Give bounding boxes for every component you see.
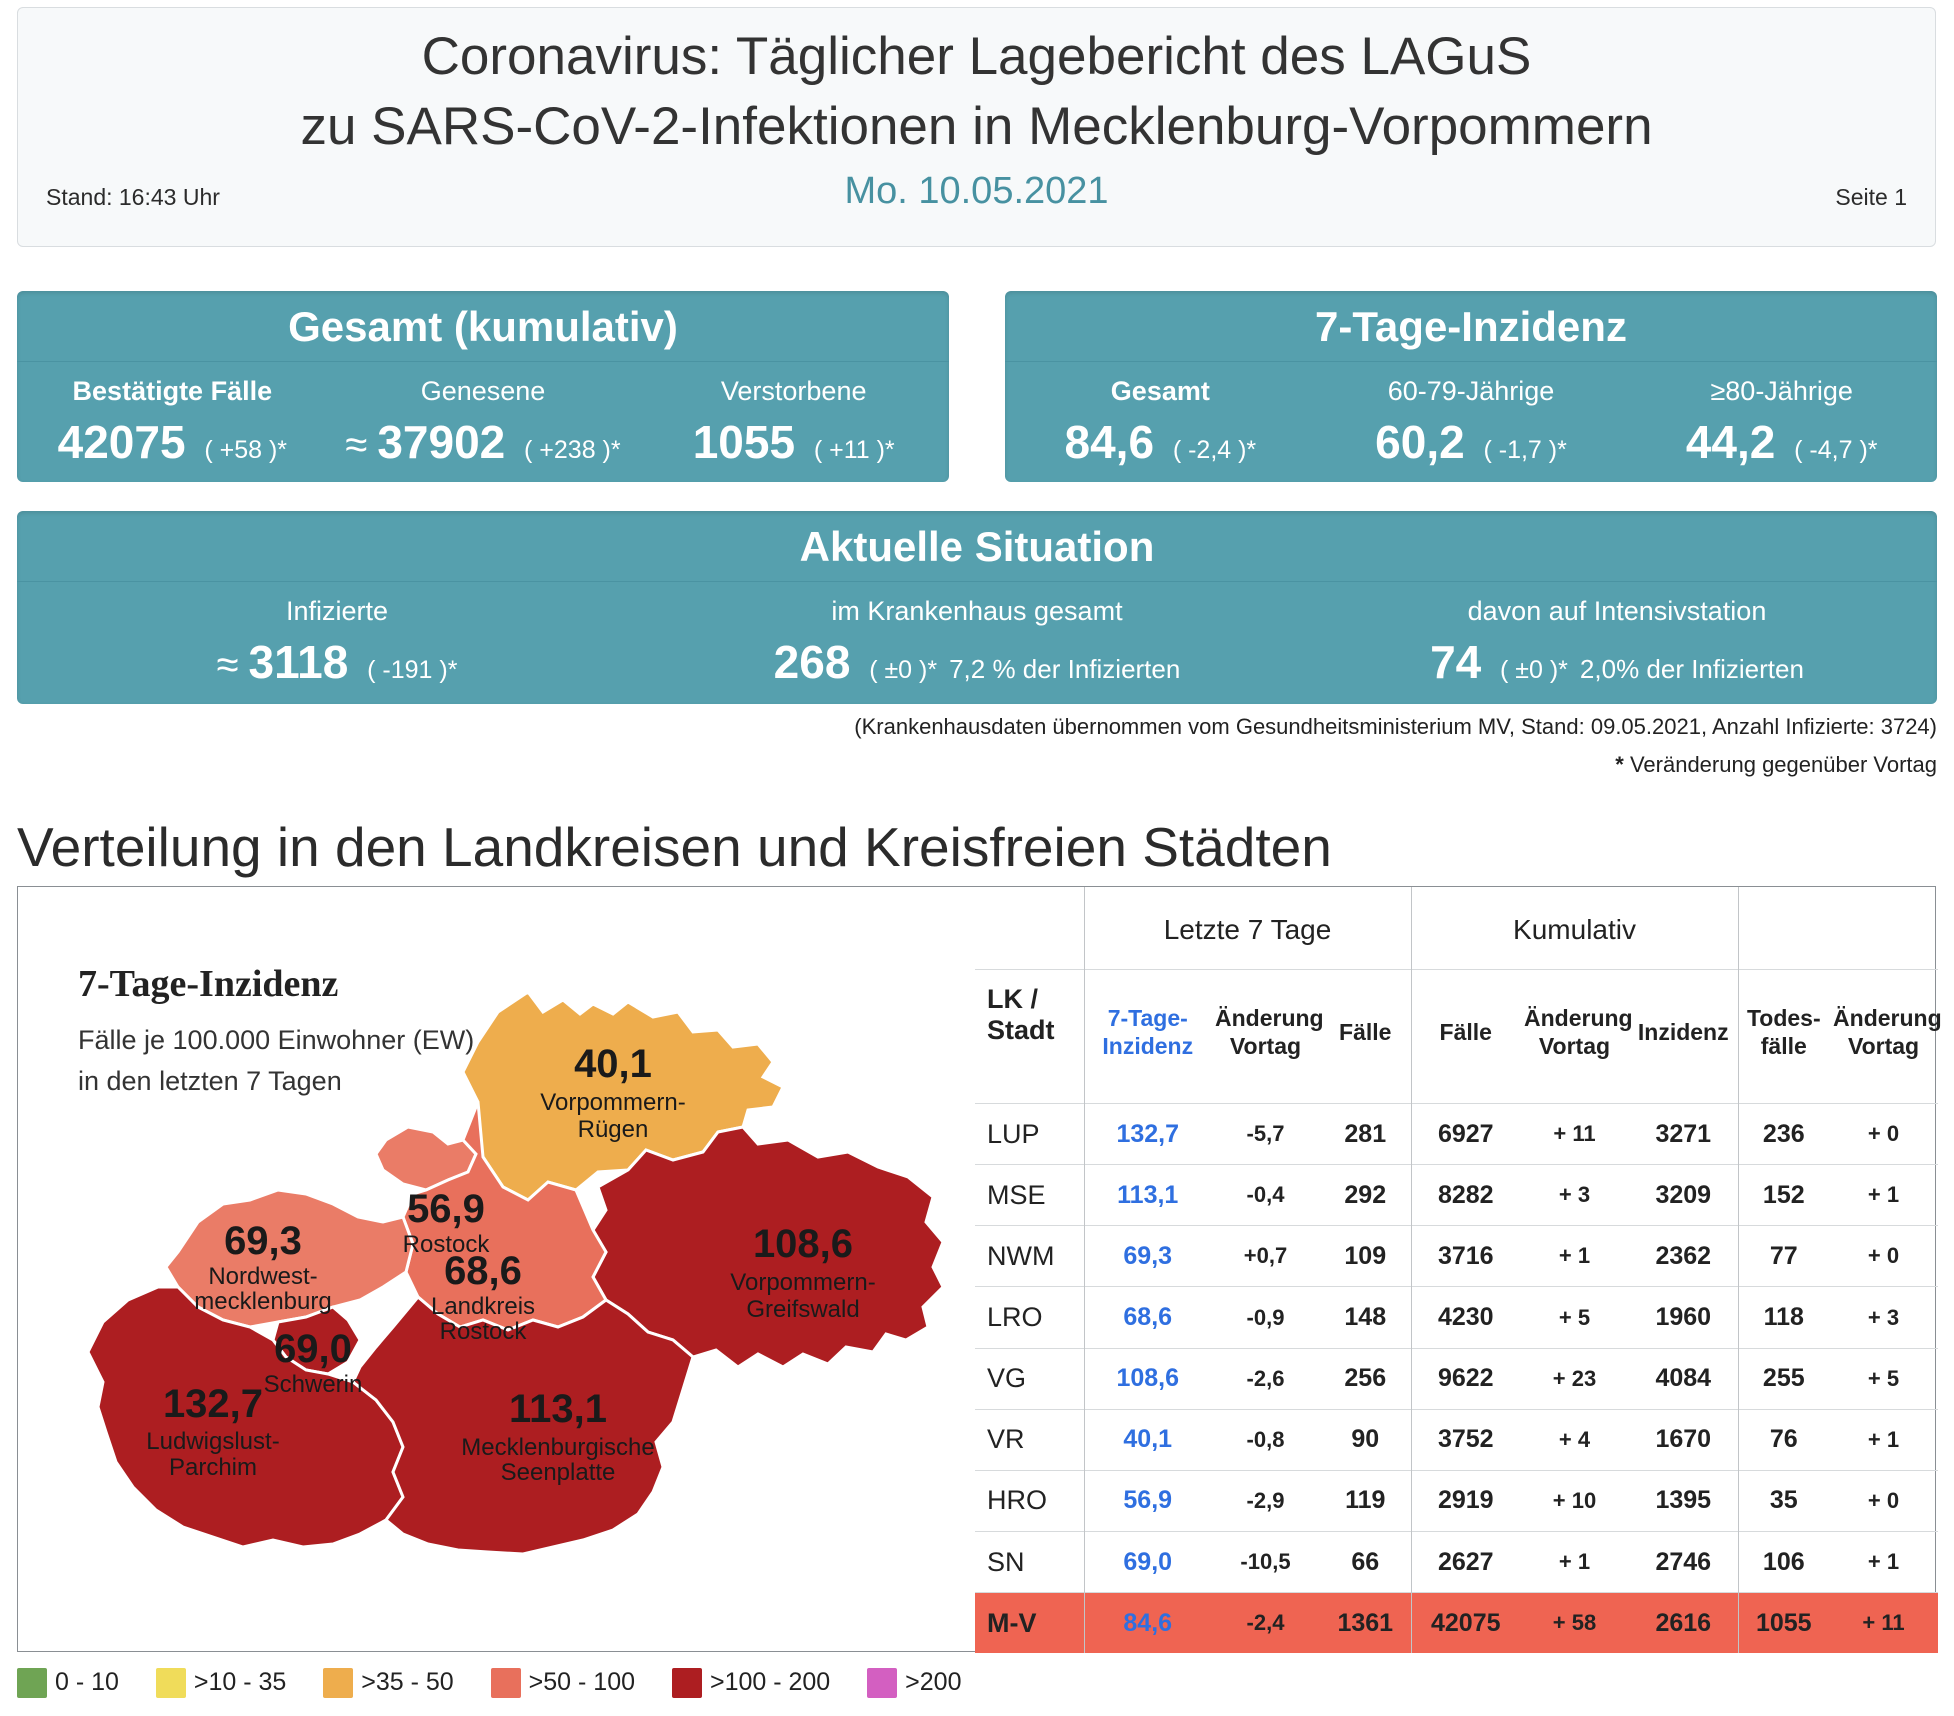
- svg-text:Parchim: Parchim: [169, 1454, 257, 1481]
- svg-text:Ludwigslust-: Ludwigslust-: [146, 1428, 279, 1455]
- svg-text:Vorpommern-: Vorpommern-: [730, 1269, 875, 1296]
- svg-text:40,1: 40,1: [574, 1042, 652, 1086]
- svg-text:132,7: 132,7: [163, 1382, 263, 1426]
- svg-text:108,6: 108,6: [753, 1222, 853, 1266]
- svg-text:Rostock: Rostock: [440, 1318, 528, 1345]
- svg-text:Schwerin: Schwerin: [264, 1371, 363, 1398]
- svg-text:Landkreis: Landkreis: [431, 1293, 535, 1320]
- svg-text:Mecklenburgische: Mecklenburgische: [461, 1434, 654, 1461]
- svg-text:69,0: 69,0: [274, 1327, 352, 1371]
- svg-text:113,1: 113,1: [509, 1387, 607, 1431]
- svg-text:mecklenburg: mecklenburg: [194, 1288, 331, 1315]
- svg-text:Nordwest-: Nordwest-: [208, 1263, 317, 1290]
- svg-text:Seenplatte: Seenplatte: [501, 1459, 616, 1486]
- svg-text:Rügen: Rügen: [578, 1116, 649, 1143]
- svg-text:69,3: 69,3: [224, 1219, 302, 1263]
- svg-text:Greifswald: Greifswald: [746, 1296, 859, 1323]
- svg-text:56,9: 56,9: [407, 1187, 485, 1231]
- svg-text:Vorpommern-: Vorpommern-: [540, 1089, 685, 1116]
- svg-text:68,6: 68,6: [444, 1249, 522, 1293]
